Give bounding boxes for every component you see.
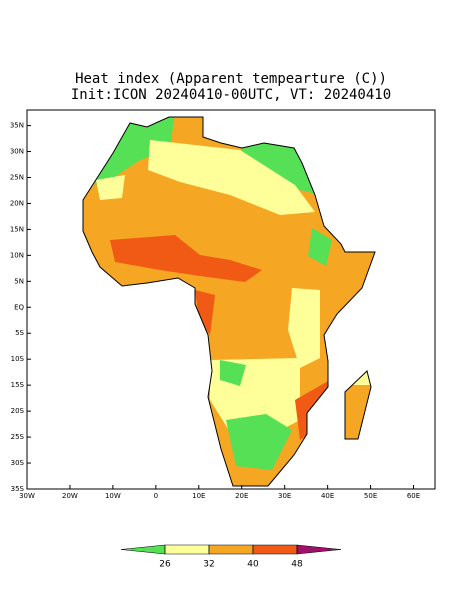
lon-tick-label: 20W bbox=[62, 492, 78, 500]
lon-tick-label: 30E bbox=[278, 492, 291, 500]
lon-tick-label: 40E bbox=[321, 492, 334, 500]
colorbar-low bbox=[120, 544, 166, 555]
subtitle: Init:ICON 20240410-00UTC, VT: 20240410 bbox=[71, 87, 391, 103]
lat-tick-label: 10S bbox=[11, 355, 25, 363]
lat-tick-label: 35N bbox=[10, 122, 24, 130]
colorbar-segment bbox=[208, 544, 254, 555]
lon-tick-label: 10E bbox=[192, 492, 205, 500]
lat-tick-label: 15S bbox=[11, 381, 25, 389]
lat-tick-label: 25S bbox=[11, 433, 25, 441]
colorbar-tick-label: 26 bbox=[159, 560, 171, 570]
lat-tick-label: 5S bbox=[15, 329, 24, 337]
lat-tick-label: 30N bbox=[10, 148, 24, 156]
lon-tick-label: 0 bbox=[154, 492, 158, 500]
colorbar-tick-label: 48 bbox=[291, 560, 303, 570]
coastline bbox=[82, 116, 376, 487]
lat-tick-label: 10N bbox=[10, 251, 24, 259]
colorbar-tick-label: 32 bbox=[203, 560, 214, 570]
lon-tick-label: 50E bbox=[364, 492, 377, 500]
lon-tick-label: 10W bbox=[105, 492, 121, 500]
colorbar-high bbox=[296, 544, 342, 555]
lat-tick-label: EQ bbox=[14, 303, 24, 311]
colorbar-segment bbox=[252, 544, 298, 555]
colorbar-tick-label: 40 bbox=[247, 560, 259, 570]
lon-tick-label: 60E bbox=[407, 492, 420, 500]
lat-tick-label: 30S bbox=[11, 459, 25, 467]
lon-tick-label: 30W bbox=[19, 492, 35, 500]
lat-tick-label: 15N bbox=[10, 225, 24, 233]
lat-tick-label: 5N bbox=[14, 277, 24, 285]
lat-tick-label: 20S bbox=[11, 407, 25, 415]
title: Heat index (Apparent tempearture (C)) bbox=[75, 71, 387, 87]
madagascar-coast bbox=[344, 370, 372, 440]
lat-tick-label: 20N bbox=[10, 199, 24, 207]
lon-tick-label: 20E bbox=[235, 492, 248, 500]
colorbar-segment bbox=[164, 544, 210, 555]
lat-tick-label: 25N bbox=[10, 173, 24, 181]
lat-tick-label: 35S bbox=[11, 485, 25, 493]
